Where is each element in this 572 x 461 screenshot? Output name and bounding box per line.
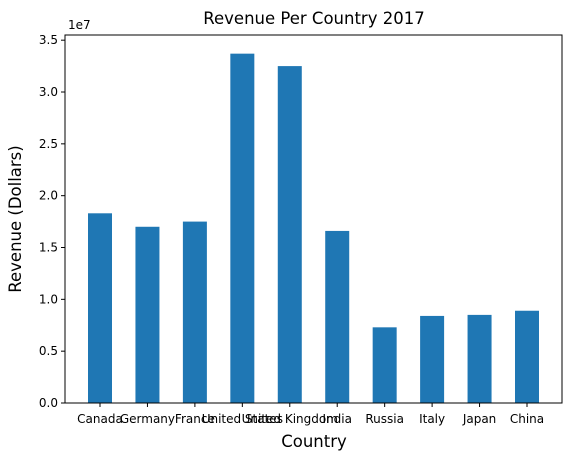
y-tick-label: 2.5 xyxy=(39,137,58,151)
y-axis-label: Revenue (Dollars) xyxy=(6,145,25,292)
x-tick-label: United Kingdom xyxy=(242,412,338,426)
y-tick-label: 2.0 xyxy=(39,189,58,203)
chart-title: Revenue Per Country 2017 xyxy=(203,9,424,28)
x-tick-label: Russia xyxy=(365,412,404,426)
y-ticks-group: 0.0 0.5 1.0 1.5 2.0 2.5 3.0 3.5 xyxy=(39,33,65,410)
bar-france xyxy=(182,221,207,403)
y-tick-label: 3.5 xyxy=(39,33,58,47)
y-multiplier-label: 1e7 xyxy=(68,18,91,32)
y-tick-label: 0.5 xyxy=(39,344,58,358)
bar-china xyxy=(515,310,539,403)
x-tick-label: United States xyxy=(202,412,283,426)
bars-group xyxy=(88,53,539,404)
bar-united-kingdom xyxy=(277,66,302,403)
x-tick-label: France xyxy=(175,412,215,426)
bar-japan xyxy=(467,314,492,403)
bar-canada xyxy=(88,213,112,403)
bar-italy xyxy=(420,315,445,403)
x-tick-label: Canada xyxy=(77,412,123,426)
y-tick-label: 1.5 xyxy=(39,241,58,255)
x-tick-label: Japan xyxy=(462,412,496,426)
y-tick-label: 0.0 xyxy=(39,396,58,410)
x-tick-label: Germany xyxy=(120,412,175,426)
x-axis-label: Country xyxy=(281,432,347,451)
bar-united-states xyxy=(230,53,255,404)
y-tick-label: 1.0 xyxy=(39,292,58,306)
x-tick-label: China xyxy=(510,412,544,426)
plot-frame xyxy=(64,34,563,404)
bar-india xyxy=(325,230,350,403)
bar-russia xyxy=(372,327,397,403)
x-tick-label: India xyxy=(322,412,351,426)
y-tick-label: 3.0 xyxy=(39,85,58,99)
x-tick-label: Italy xyxy=(419,412,445,426)
bar-germany xyxy=(135,226,160,403)
